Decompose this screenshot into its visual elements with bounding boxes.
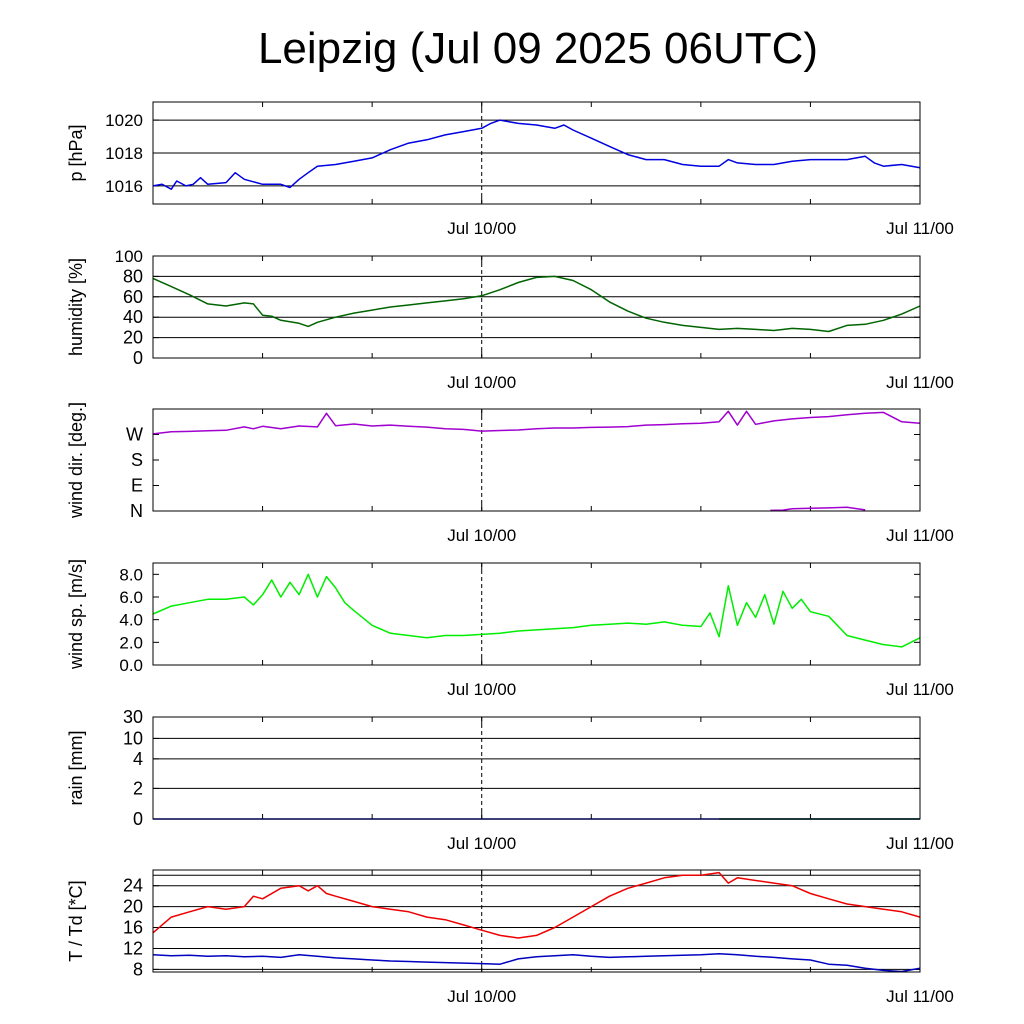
y-tick-label: 6.0 [119,588,143,607]
y-tick-label: 60 [123,287,143,307]
x-tick-label: Jul 10/00 [447,373,516,392]
y-tick-label: 16 [123,918,143,938]
y-tick-label: 2.0 [119,633,143,652]
y-tick-label: 30 [123,707,143,727]
x-tick-label: Jul 11/00 [886,526,954,545]
series-line [152,573,921,648]
y-axis-label: rain [mm] [66,730,86,805]
panel-frame [152,101,921,205]
y-tick-label: 8 [133,959,143,979]
y-tick-label: 24 [123,876,143,896]
x-tick-label: Jul 11/00 [886,373,954,392]
panel-frame [152,408,921,512]
series-line [152,871,921,939]
x-tick-label: Jul 10/00 [447,219,516,238]
y-tick-label: 0 [133,809,143,829]
y-axis-label: p [hPa] [66,124,86,181]
y-tick-label: 40 [123,307,143,327]
chart-title: Leipzig (Jul 09 2025 06UTC) [257,24,819,73]
x-tick-label: Jul 10/00 [447,526,516,545]
x-tick-label: Jul 11/00 [886,834,954,853]
y-tick-label: 20 [123,328,143,348]
y-tick-label: 80 [123,266,143,286]
series-line [152,119,921,190]
y-tick-label: 2 [133,778,143,798]
y-tick-label: 1018 [105,144,143,163]
y-axis-label: wind sp. [m/s] [66,559,86,670]
x-tick-label: Jul 10/00 [447,987,516,1006]
y-tick-label: 0.0 [119,656,143,675]
series-line [152,410,921,435]
y-axis-label: humidity [%] [66,258,86,356]
x-tick-label: Jul 11/00 [886,219,954,238]
y-tick-label: W [126,425,143,445]
y-tick-label: 0 [133,348,143,368]
y-tick-label: 4 [133,749,143,769]
y-tick-label: S [131,450,143,470]
y-axis-label: wind dir. [deg.] [66,402,86,519]
x-tick-label: Jul 11/00 [886,680,954,699]
y-tick-label: 1016 [105,177,143,196]
panel-frame [152,562,921,666]
panel-frame [152,716,921,820]
y-tick-label: 12 [123,938,143,958]
series-line [770,506,866,512]
x-tick-label: Jul 10/00 [447,834,516,853]
y-tick-label: 100 [115,247,143,266]
y-tick-label: 4.0 [119,611,143,630]
panel-frame [152,255,921,359]
y-tick-label: E [131,476,143,496]
x-tick-label: Jul 11/00 [886,987,954,1006]
y-tick-label: 1020 [105,111,143,130]
series-line [152,275,921,333]
panel-frame [152,869,921,973]
y-tick-label: 20 [123,897,143,917]
y-axis-label: T / Td [*C] [66,880,86,961]
y-tick-label: 10 [123,728,143,748]
y-tick-label: 8.0 [119,565,143,584]
series-line [152,952,921,973]
y-tick-label: N [130,501,143,521]
x-tick-label: Jul 10/00 [447,680,516,699]
